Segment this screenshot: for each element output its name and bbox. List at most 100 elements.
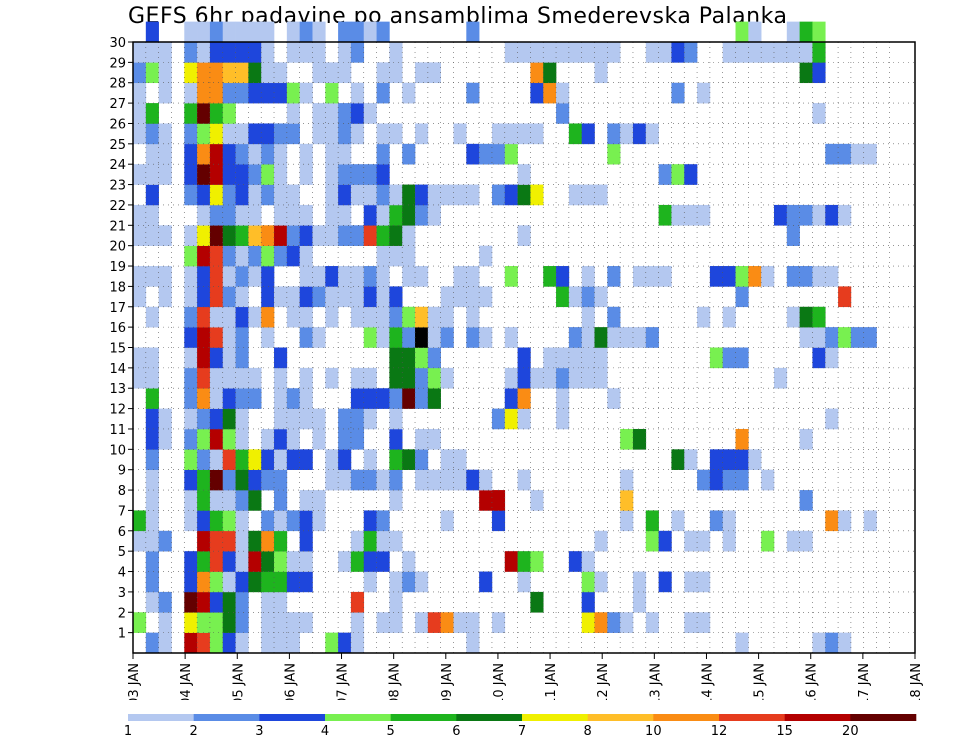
heatmap-cell (517, 388, 531, 409)
heatmap-cell (145, 42, 159, 63)
heatmap-cell (786, 21, 800, 43)
heatmap-cell (133, 103, 147, 124)
heatmap-cell (209, 591, 224, 613)
heatmap-cell (325, 82, 339, 104)
heatmap-cell (363, 286, 377, 308)
heatmap-cell (786, 42, 800, 63)
heatmap-cell (530, 123, 544, 145)
heatmap-cell (261, 612, 275, 633)
heatmap-cell (402, 82, 416, 104)
heatmap-cell (145, 449, 159, 470)
legend-labels: 1 2 3 4 5 6 7 8 10 12 15 20 (124, 724, 859, 739)
heatmap-cell (376, 123, 390, 145)
heatmap-cell (286, 103, 300, 124)
heatmap-cell (697, 612, 711, 633)
heatmap-cell (773, 204, 788, 226)
heatmap-cell (709, 266, 724, 287)
heatmap-cell (748, 449, 762, 470)
heatmap-cell (402, 571, 416, 593)
heatmap-cell (325, 286, 339, 308)
heatmap-cell (376, 551, 390, 572)
heatmap-cell (363, 225, 377, 246)
heatmap-cell (209, 510, 224, 532)
heatmap-cell (504, 42, 518, 63)
heatmap-cell (235, 469, 249, 491)
heatmap-cell (248, 225, 262, 246)
heatmap-cell (479, 327, 493, 348)
heatmap-cell (402, 327, 416, 348)
heatmap-cell (363, 510, 377, 532)
heatmap-cell (338, 469, 352, 491)
heatmap-cell (222, 469, 236, 491)
legend-label: 10 (645, 724, 662, 739)
heatmap-cell (145, 388, 159, 409)
heatmap-cell (274, 612, 288, 633)
heatmap-cell (594, 530, 608, 552)
heatmap-cell (222, 225, 236, 246)
heatmap-cell (261, 510, 275, 532)
heatmap-cell (350, 591, 365, 613)
heatmap-cell (248, 266, 262, 287)
heatmap-cell (363, 551, 377, 572)
heatmap-cell (491, 490, 506, 511)
heatmap-cell (235, 490, 249, 511)
heatmap-cell (235, 225, 249, 246)
heatmap-cell (299, 143, 313, 165)
heatmap-cell (376, 245, 390, 267)
heatmap-cell (504, 367, 518, 389)
heatmap-cell (222, 347, 236, 369)
heatmap-cell (632, 428, 647, 450)
heatmap-cell (722, 449, 736, 470)
heatmap-cell (145, 510, 159, 532)
heatmap-cell (184, 469, 198, 491)
x-axis: 03 JAN 04 JAN 05 JAN 06 JAN 07 JAN 08 JAN 09 J… (127, 653, 924, 700)
heatmap-cell (261, 632, 275, 654)
heatmap-cell (209, 62, 224, 84)
y-tick-label: 25 (109, 138, 126, 153)
heatmap-cell (274, 551, 288, 572)
heatmap-cell (325, 164, 339, 185)
heatmap-cell (671, 42, 685, 63)
legend-swatch (653, 714, 720, 721)
heatmap-cell (235, 408, 249, 430)
heatmap-cell (415, 449, 429, 470)
heatmap-cell (645, 327, 659, 348)
heatmap-cell (184, 388, 198, 409)
y-tick-label: 19 (109, 260, 126, 275)
heatmap-cell (197, 266, 211, 287)
heatmap-cell (222, 428, 236, 450)
y-tick-label: 29 (109, 56, 126, 71)
heatmap-cell (133, 612, 147, 633)
legend-label: 1 (124, 724, 132, 739)
heatmap-cell (184, 551, 198, 572)
heatmap-cell (786, 266, 800, 287)
heatmap-cell (709, 510, 724, 532)
heatmap-cell (402, 551, 416, 572)
heatmap-cell (338, 286, 352, 308)
heatmap-cell (286, 551, 300, 572)
heatmap-cell (748, 21, 762, 43)
heatmap-cell (248, 530, 262, 552)
heatmap-cell (427, 612, 441, 633)
heatmap-cell (825, 143, 839, 165)
heatmap-cell (286, 428, 300, 450)
heatmap-cell (607, 327, 621, 348)
heatmap-cell (479, 143, 493, 165)
heatmap-cell (581, 591, 595, 613)
heatmap-cell (312, 266, 326, 287)
heatmap-cell (197, 143, 211, 165)
legend-label: 2 (190, 724, 198, 739)
heatmap-cell (248, 306, 262, 328)
heatmap-cell (568, 551, 582, 572)
heatmap-cell (286, 632, 300, 654)
heatmap-cell (568, 184, 582, 206)
heatmap-cell (197, 82, 211, 104)
heatmap-cell (222, 612, 236, 633)
heatmap-cell (645, 510, 659, 532)
heatmap-cell (286, 184, 300, 206)
heatmap-cell (389, 408, 403, 430)
heatmap-cell (286, 510, 300, 532)
heatmap-cell (556, 388, 570, 409)
heatmap-cell (363, 388, 377, 409)
heatmap-cell (530, 42, 544, 63)
